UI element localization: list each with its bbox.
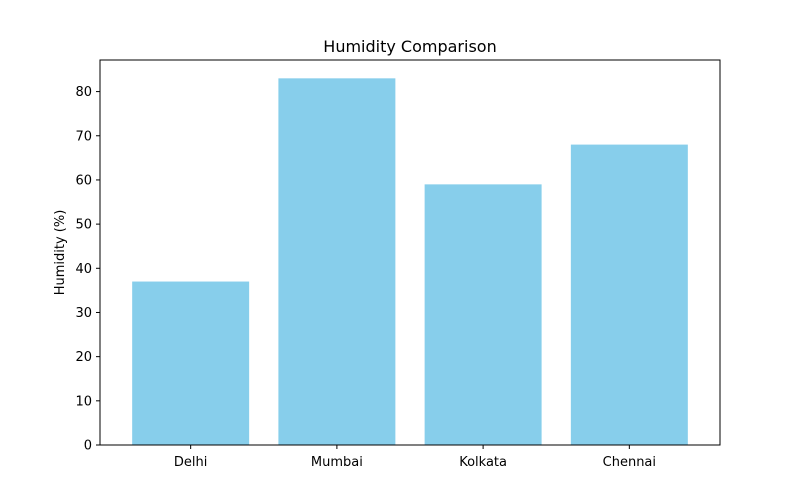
y-tick-label: 60 (75, 173, 92, 188)
x-tick-label: Delhi (174, 455, 207, 470)
y-tick-label: 0 (84, 439, 92, 454)
y-tick-label: 30 (75, 306, 92, 321)
x-axis-ticks: Delhi Mumbai Kolkata Chennai (174, 445, 656, 470)
y-axis-label: Humidity (%) (53, 210, 68, 296)
y-tick-label: 80 (75, 85, 92, 100)
y-tick-label: 40 (75, 262, 92, 277)
y-tick-label: 10 (75, 394, 92, 409)
bar-chennai (570, 144, 688, 445)
plot-frame (99, 59, 721, 446)
x-tick-label: Mumbai (311, 455, 363, 470)
bars-group (132, 78, 688, 446)
x-tick-label: Kolkata (459, 455, 507, 470)
y-tick-label: 20 (75, 350, 92, 365)
y-tick-label: 70 (75, 129, 92, 144)
chart-title: Humidity Comparison (323, 37, 496, 56)
bar-delhi (132, 281, 250, 445)
y-tick-label: 50 (75, 218, 92, 233)
x-tick-label: Chennai (603, 455, 656, 470)
y-axis-ticks: 0 10 20 30 40 50 60 70 80 (75, 85, 100, 454)
bar-mumbai (278, 78, 396, 445)
bar-kolkata (424, 184, 542, 446)
